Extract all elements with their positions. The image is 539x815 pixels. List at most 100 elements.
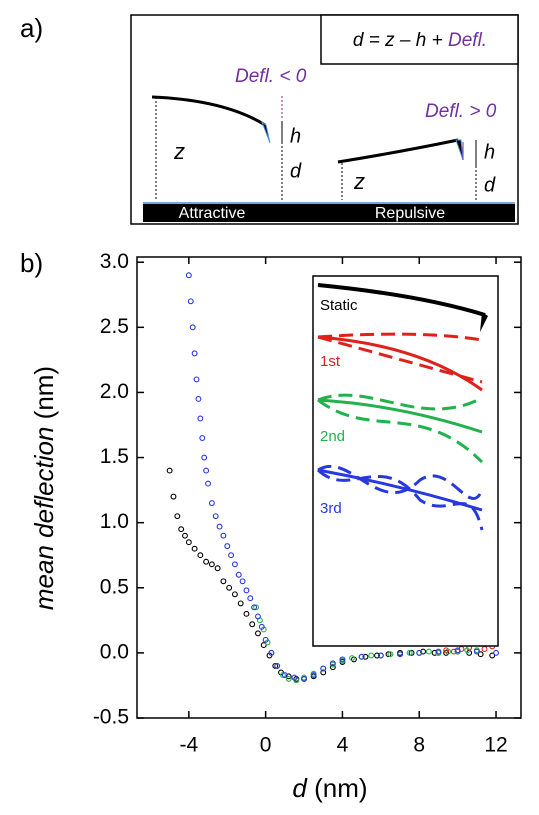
- data-point: [408, 649, 415, 656]
- data-point: [329, 664, 336, 671]
- data-point: [185, 272, 192, 279]
- data-point: [291, 674, 298, 681]
- data-point: [285, 675, 292, 682]
- series: [185, 272, 499, 682]
- x-tick-label: 4: [337, 734, 349, 757]
- inset-label: 2nd: [320, 428, 345, 445]
- y-label-main: mean deflection: [29, 427, 59, 611]
- data-point: [243, 587, 250, 594]
- data-point: [249, 621, 256, 628]
- mode-2-dash: [317, 398, 484, 464]
- y-label-unit: (nm): [29, 366, 59, 427]
- mode-1: [317, 335, 483, 392]
- h-label: h: [290, 125, 301, 147]
- data-point: [368, 652, 375, 659]
- y-tick-label: 3.0: [100, 250, 129, 273]
- data-point: [420, 648, 427, 655]
- data-point: [260, 642, 267, 649]
- mode-3-dash: [316, 468, 484, 531]
- data-point: [203, 467, 210, 474]
- data-point: [268, 649, 275, 656]
- h-label: h: [484, 141, 495, 163]
- data-point: [397, 651, 403, 658]
- data-point: [454, 647, 461, 654]
- inset-label: 3rd: [320, 500, 342, 517]
- x-tick-label: 12: [484, 734, 507, 757]
- equation-defl: Defl.: [448, 30, 487, 51]
- data-point: [191, 545, 198, 552]
- data-point: [239, 578, 246, 585]
- attractive-label: Attractive: [179, 205, 246, 222]
- data-point: [406, 649, 413, 656]
- data-point: [445, 648, 451, 655]
- y-tick-label: 2.0: [100, 380, 129, 403]
- defl-neg-label: Defl. < 0: [235, 66, 307, 87]
- plot: 3.0 2.5 2.0 1.5 1.0 0.5 0.0 -0.5 -4 0 4 8 12: [93, 250, 522, 757]
- data-point: [214, 565, 221, 572]
- substrate: [143, 203, 515, 222]
- x-tick-label: -4: [179, 734, 198, 757]
- data-point: [216, 523, 223, 530]
- data-point: [329, 660, 336, 667]
- data-point: [362, 653, 369, 660]
- data-point: [435, 648, 442, 655]
- data-point: [473, 648, 480, 655]
- data-point: [464, 647, 471, 654]
- data-point: [247, 595, 254, 602]
- inset: Static 1st 2nd 3rd: [312, 275, 499, 647]
- d-label: d: [484, 174, 496, 196]
- data-point: [201, 454, 208, 461]
- static-mode: [317, 283, 486, 317]
- data-point: [387, 651, 394, 658]
- repulsive-label: Repulsive: [375, 205, 445, 222]
- data-point: [189, 324, 196, 331]
- data-point: [431, 649, 438, 656]
- data-point: [195, 395, 202, 402]
- y-tick-label: 1.0: [100, 510, 129, 533]
- mode-3-dash: [317, 464, 484, 500]
- tip: [455, 139, 464, 161]
- data-point: [489, 652, 496, 659]
- data-point: [220, 578, 227, 585]
- data-point: [258, 623, 265, 630]
- data-point: [208, 561, 215, 568]
- data-point: [203, 558, 210, 565]
- data-point: [358, 653, 365, 660]
- data-point: [425, 648, 432, 655]
- panel-label: b): [20, 248, 43, 278]
- data-point: [197, 552, 204, 559]
- d-label: d: [290, 160, 302, 182]
- inset-label: 1st: [320, 353, 341, 370]
- y-tick-label: 0.5: [100, 575, 129, 598]
- data-point: [320, 665, 327, 672]
- data-point: [197, 415, 204, 422]
- data-point: [251, 604, 258, 611]
- equation-main: d = z – h +: [353, 30, 448, 51]
- x-axis-label: d (nm): [292, 773, 367, 803]
- data-point: [279, 672, 286, 678]
- data-point: [243, 610, 250, 617]
- z-label: z: [353, 169, 365, 194]
- data-point: [185, 539, 192, 546]
- data-point: [339, 656, 346, 663]
- data-point: [193, 376, 200, 383]
- data-point: [199, 435, 206, 441]
- y-tick-label: 1.5: [100, 445, 129, 468]
- data-point: [253, 604, 259, 611]
- data-point: [255, 630, 261, 637]
- data-point: [281, 672, 288, 678]
- data-point: [310, 672, 317, 678]
- cantilever: [151, 95, 266, 127]
- data-point: [477, 651, 484, 658]
- plot-frame: [136, 256, 522, 719]
- data-point: [493, 649, 499, 656]
- data-point: [166, 467, 173, 474]
- equation: d = z – h + Defl.: [353, 30, 487, 51]
- inset-label: Static: [320, 297, 358, 314]
- inset-frame: [312, 275, 499, 647]
- data-point: [349, 655, 355, 662]
- data-point: [255, 613, 261, 620]
- data-point: [285, 673, 292, 680]
- x-label-var: d: [292, 773, 308, 803]
- data-point: [262, 636, 269, 643]
